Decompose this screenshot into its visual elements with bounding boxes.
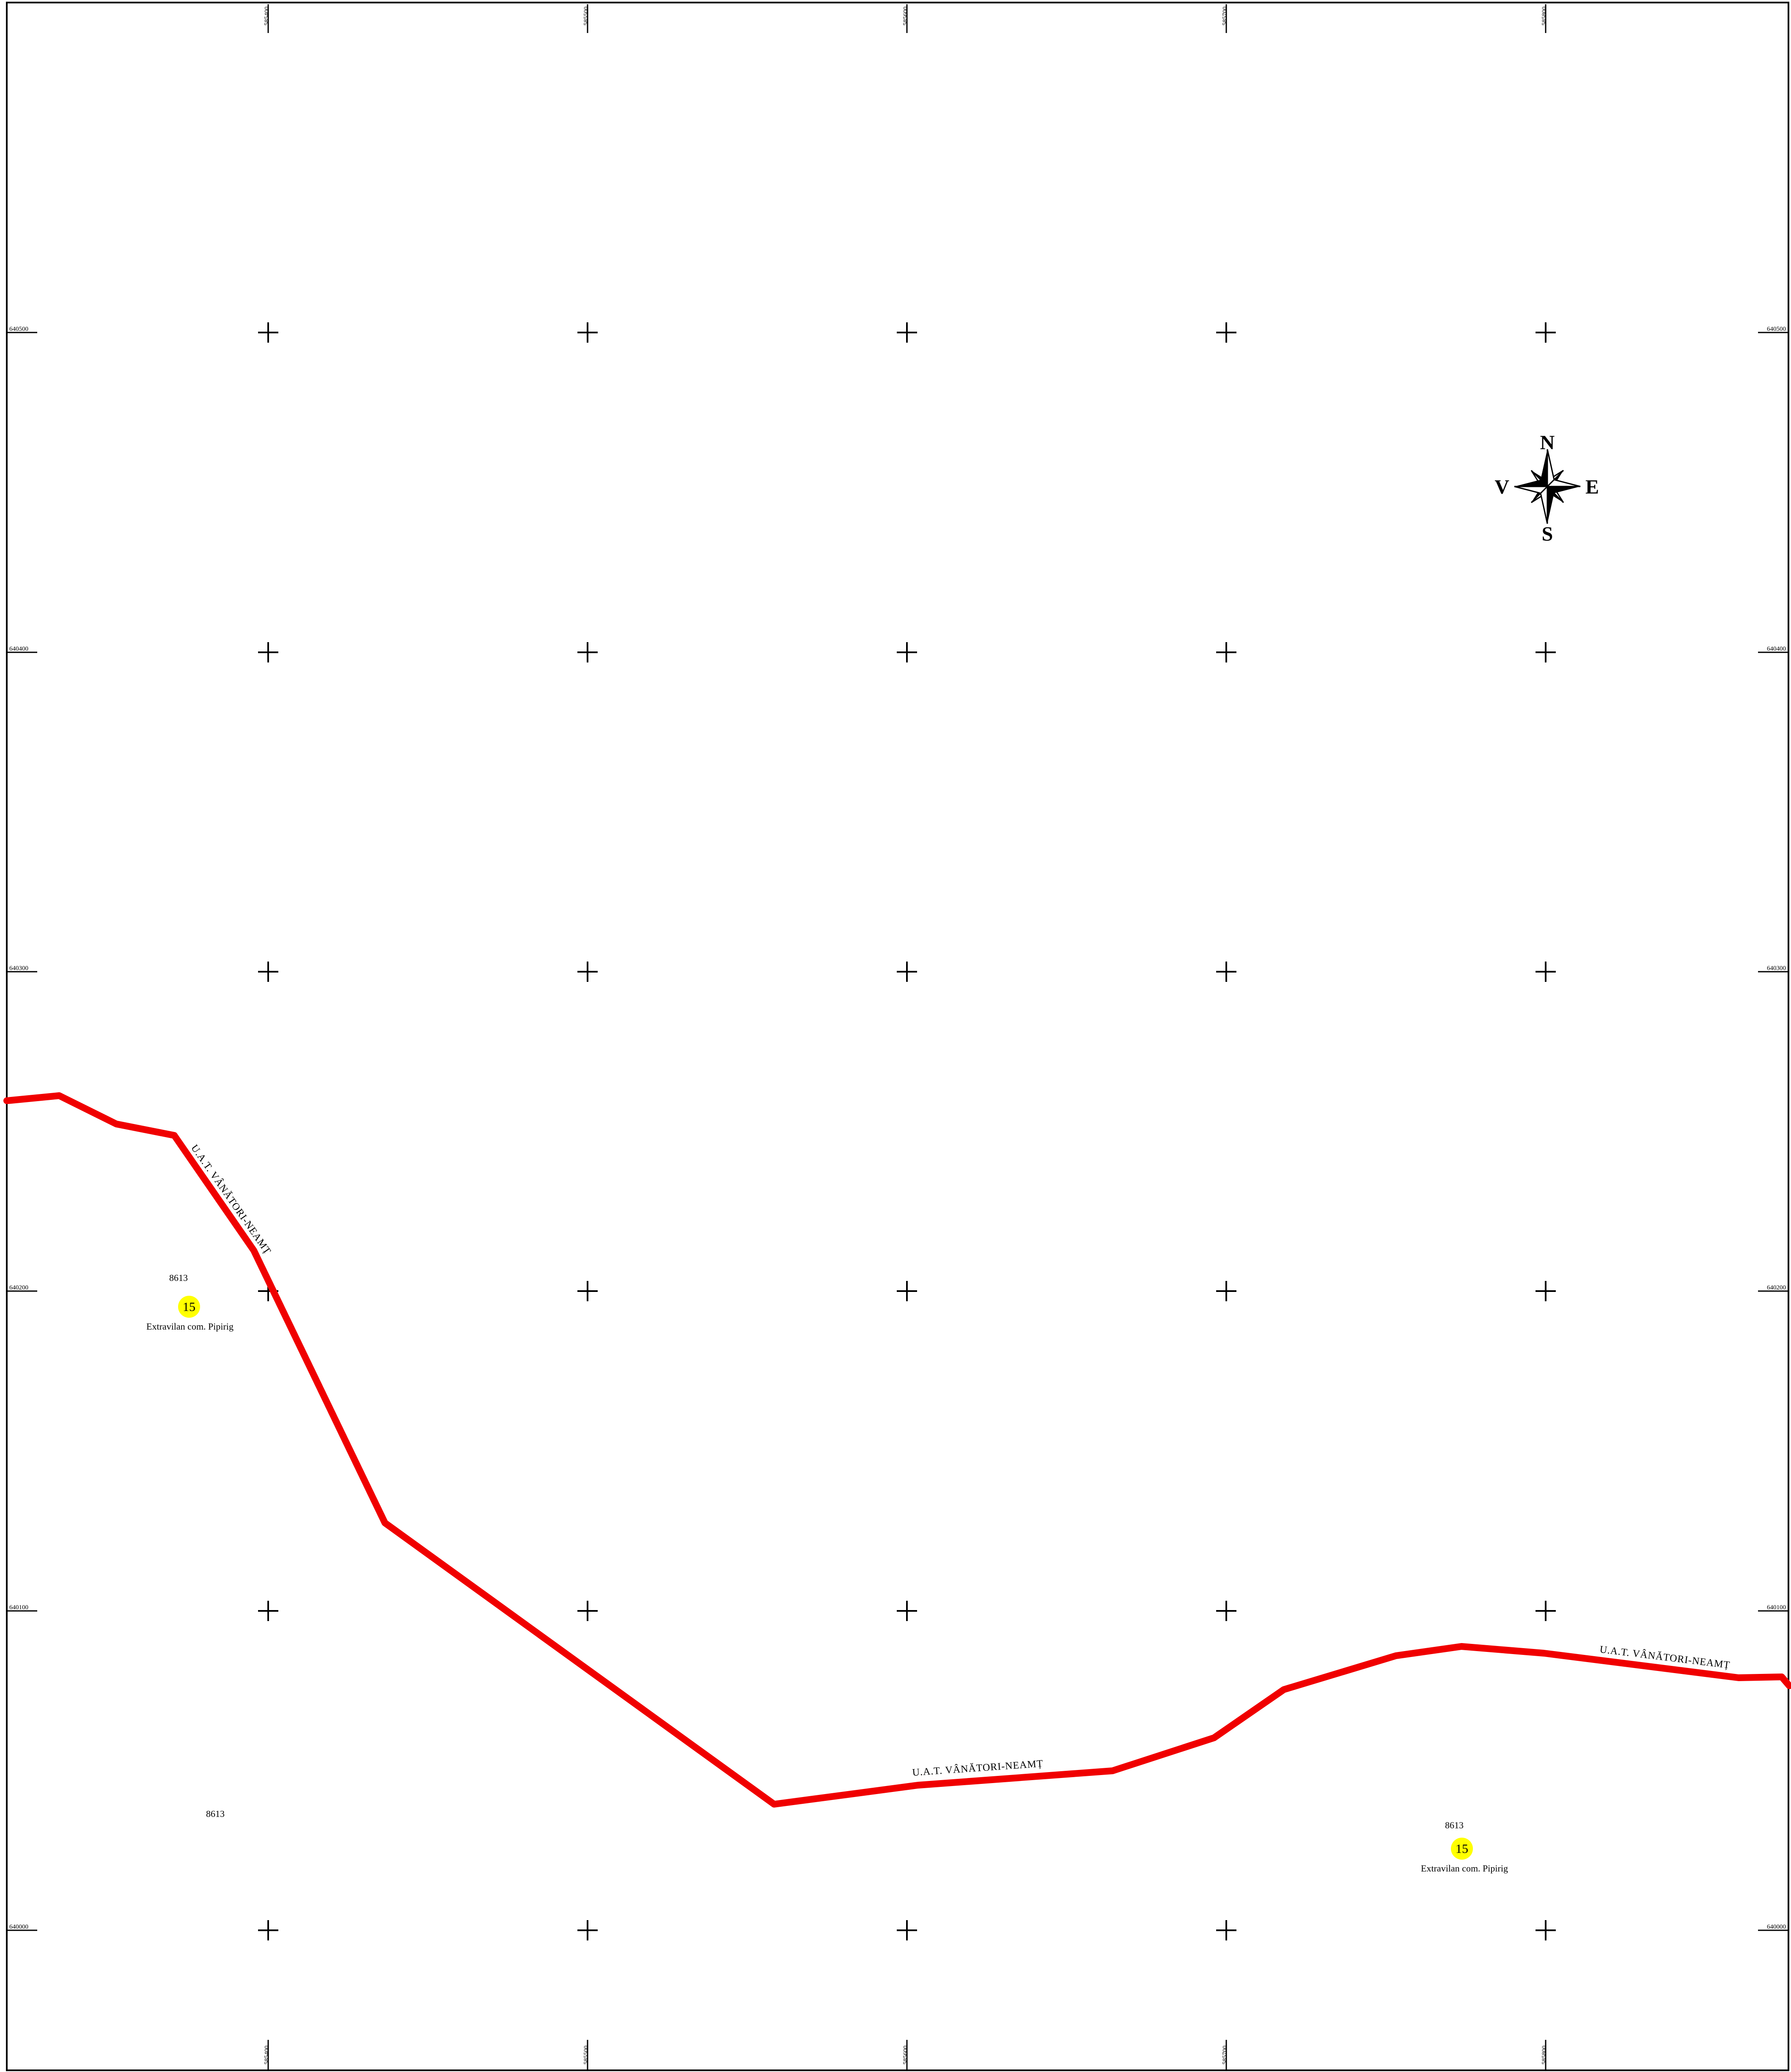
- grid-cross-mark: [1216, 962, 1236, 982]
- y-coord-left: 640300: [9, 965, 28, 972]
- parcel-description: Extravilan com. Pipirig: [146, 1321, 233, 1332]
- y-coord-left: 640400: [9, 646, 28, 652]
- grid-cross-mark: [258, 962, 278, 982]
- parcel-description: Extravilan com. Pipirig: [1421, 1863, 1508, 1874]
- compass-rose: N S E V: [1494, 431, 1599, 545]
- grid-cross-mark: [1216, 1281, 1236, 1301]
- parcel-annotation: 8613 15 Extravilan com. Pipirig: [1421, 1820, 1508, 1874]
- grid-cross-mark: [897, 642, 917, 662]
- grid-cross-mark: [577, 322, 598, 343]
- uat-boundary-line: [3, 1092, 1791, 1808]
- parcel-badge-marker: [1451, 1838, 1473, 1860]
- x-coord-bottom: 585400: [264, 2046, 270, 2065]
- y-coord-left: 640000: [9, 1924, 28, 1930]
- bottom-coordinate-labels: 585400 585500 585600 585700 585800: [264, 2040, 1548, 2069]
- grid-cross-mark: [1536, 1281, 1556, 1301]
- compass-star-icon: [1514, 449, 1581, 524]
- grid-cross-mark: [1216, 642, 1236, 662]
- grid-cross-mark: [897, 1920, 917, 1940]
- grid-cross-mark: [897, 1281, 917, 1301]
- grid-cross-mark: [1536, 322, 1556, 343]
- y-coord-left: 640100: [9, 1604, 28, 1611]
- compass-north-label: N: [1540, 431, 1555, 454]
- parcel-number: 8613: [169, 1272, 188, 1283]
- x-coord-top: 585800: [1541, 7, 1548, 26]
- x-coord-bottom: 585700: [1222, 2046, 1228, 2065]
- grid-cross-mark: [897, 322, 917, 343]
- x-coord-top: 585600: [902, 7, 909, 26]
- grid-cross-mark: [1536, 642, 1556, 662]
- y-coord-left: 640200: [9, 1284, 28, 1291]
- x-coord-bottom: 585800: [1541, 2046, 1548, 2065]
- parcel-annotation: 8613: [206, 1808, 225, 1819]
- parcel-number: 8613: [1445, 1820, 1464, 1830]
- compass-east-label: E: [1585, 476, 1599, 498]
- grid-cross-mark: [258, 1601, 278, 1621]
- x-coord-top: 585500: [583, 7, 590, 26]
- grid-cross-mark: [577, 1281, 598, 1301]
- y-coord-right: 640500: [1767, 326, 1786, 333]
- top-coordinate-labels: 585400 585500 585600 585700 585800: [264, 4, 1548, 33]
- compass-west-label: V: [1494, 476, 1509, 498]
- grid-cross-mark: [897, 962, 917, 982]
- compass-south-label: S: [1542, 523, 1553, 545]
- parcel-badge-marker: [178, 1296, 200, 1318]
- x-coord-bottom: 585500: [583, 2046, 590, 2065]
- x-coord-top: 585700: [1222, 7, 1228, 26]
- grid-cross-mark: [258, 642, 278, 662]
- grid-cross-mark: [1216, 1920, 1236, 1940]
- left-coordinate-labels: 640500 640400 640300 640200 640100 64000…: [7, 326, 37, 1931]
- y-coord-right: 640200: [1767, 1284, 1786, 1291]
- grid-cross-mark: [577, 1601, 598, 1621]
- parcel-number: 8613: [206, 1808, 225, 1819]
- y-coord-left: 640500: [9, 326, 28, 333]
- parcel-badge-number: 15: [183, 1300, 195, 1314]
- grid-cross-mark: [577, 962, 598, 982]
- right-coordinate-labels: 640500 640400 640300 640200 640100 64000…: [1758, 326, 1788, 1931]
- grid-cross-mark: [1216, 1601, 1236, 1621]
- x-coord-top: 585400: [264, 7, 270, 26]
- parcel-badge-number: 15: [1456, 1842, 1468, 1856]
- grid-cross-mark: [577, 1920, 598, 1940]
- y-coord-right: 640400: [1767, 646, 1786, 652]
- y-coord-right: 640100: [1767, 1604, 1786, 1611]
- grid-cross-mark: [577, 642, 598, 662]
- grid-cross-mark: [897, 1601, 917, 1621]
- x-coord-bottom: 585600: [902, 2046, 909, 2065]
- boundary-label: U.A.T. VÂNĂTORI-NEAMȚ: [189, 1143, 273, 1256]
- map-frame: [6, 2, 1789, 2071]
- parcel-annotation: 8613 15 Extravilan com. Pipirig: [146, 1272, 233, 1332]
- grid-cross-mark: [258, 322, 278, 343]
- y-coord-right: 640300: [1767, 965, 1786, 972]
- grid-cross-mark: [1536, 1920, 1556, 1940]
- y-coord-right: 640000: [1767, 1924, 1786, 1930]
- grid-cross-mark: [1536, 962, 1556, 982]
- grid-crosses: [258, 322, 1556, 1940]
- grid-cross-mark: [1536, 1601, 1556, 1621]
- grid-cross-mark: [258, 1920, 278, 1940]
- grid-cross-mark: [1216, 322, 1236, 343]
